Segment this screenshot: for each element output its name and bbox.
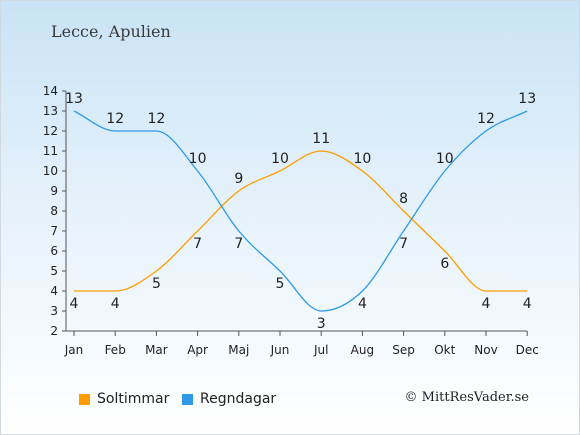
data-label-soltimmar: 4	[111, 296, 120, 312]
data-label-regndagar: 7	[234, 236, 243, 252]
y-tick-label: 10	[43, 164, 58, 178]
x-tick-label: Nov	[474, 343, 497, 357]
y-tick-label: 13	[43, 104, 58, 118]
y-tick-label: 9	[50, 184, 58, 198]
data-label-soltimmar: 8	[399, 191, 408, 207]
data-label-regndagar: 4	[358, 296, 367, 312]
x-tick-label: Jun	[270, 343, 290, 357]
data-label-soltimmar: 10	[353, 151, 371, 167]
y-tick-label: 14	[43, 84, 58, 98]
data-label-soltimmar: 4	[523, 296, 532, 312]
copyright-text: © MittResVader.se	[404, 390, 529, 405]
x-tick-label: Jan	[64, 343, 84, 357]
data-label-soltimmar: 6	[440, 256, 449, 272]
x-tick-label: Jul	[313, 343, 328, 357]
data-label-regndagar: 5	[276, 276, 285, 292]
series-line-soltimmar	[74, 150, 528, 292]
x-tick-label: Maj	[228, 343, 249, 357]
data-label-regndagar: 10	[436, 151, 454, 167]
legend-swatch	[79, 394, 90, 405]
data-label-soltimmar: 10	[271, 151, 289, 167]
y-tick-label: 3	[50, 304, 58, 318]
x-tick-label: Sep	[392, 343, 415, 357]
x-tick-label: Mar	[145, 343, 168, 357]
y-tick-label: 7	[50, 224, 58, 238]
data-label-soltimmar: 4	[482, 296, 491, 312]
data-label-regndagar: 13	[65, 91, 83, 107]
data-label-regndagar: 12	[106, 111, 124, 127]
y-tick-label: 6	[50, 244, 58, 258]
y-tick-label: 5	[50, 264, 58, 278]
data-label-soltimmar: 5	[152, 276, 161, 292]
chart-title: Lecce, Apulien	[51, 22, 171, 41]
data-label-regndagar: 12	[477, 111, 495, 127]
x-tick-label: Feb	[105, 343, 126, 357]
x-tick-label: Aug	[351, 343, 374, 357]
data-label-regndagar: 12	[147, 111, 165, 127]
legend-label: Regndagar	[200, 391, 277, 407]
legend-swatch	[182, 394, 193, 405]
data-label-soltimmar: 11	[312, 131, 330, 147]
data-label-regndagar: 13	[518, 91, 536, 107]
y-tick-label: 4	[50, 284, 58, 298]
data-label-regndagar: 7	[399, 236, 408, 252]
x-tick-label: Okt	[434, 343, 455, 357]
x-tick-label: Apr	[187, 343, 208, 357]
x-tick-label: Dec	[516, 343, 539, 357]
legend-label: Soltimmar	[97, 391, 170, 407]
data-label-soltimmar: 9	[234, 171, 243, 187]
y-tick-label: 12	[43, 124, 58, 138]
data-label-regndagar: 10	[189, 151, 207, 167]
y-tick-label: 8	[50, 204, 58, 218]
series-line-regndagar	[73, 110, 528, 312]
data-label-regndagar: 3	[317, 316, 326, 332]
data-label-soltimmar: 4	[70, 296, 79, 312]
data-label-soltimmar: 7	[193, 236, 202, 252]
y-tick-label: 2	[50, 324, 58, 338]
y-tick-label: 11	[43, 144, 58, 158]
